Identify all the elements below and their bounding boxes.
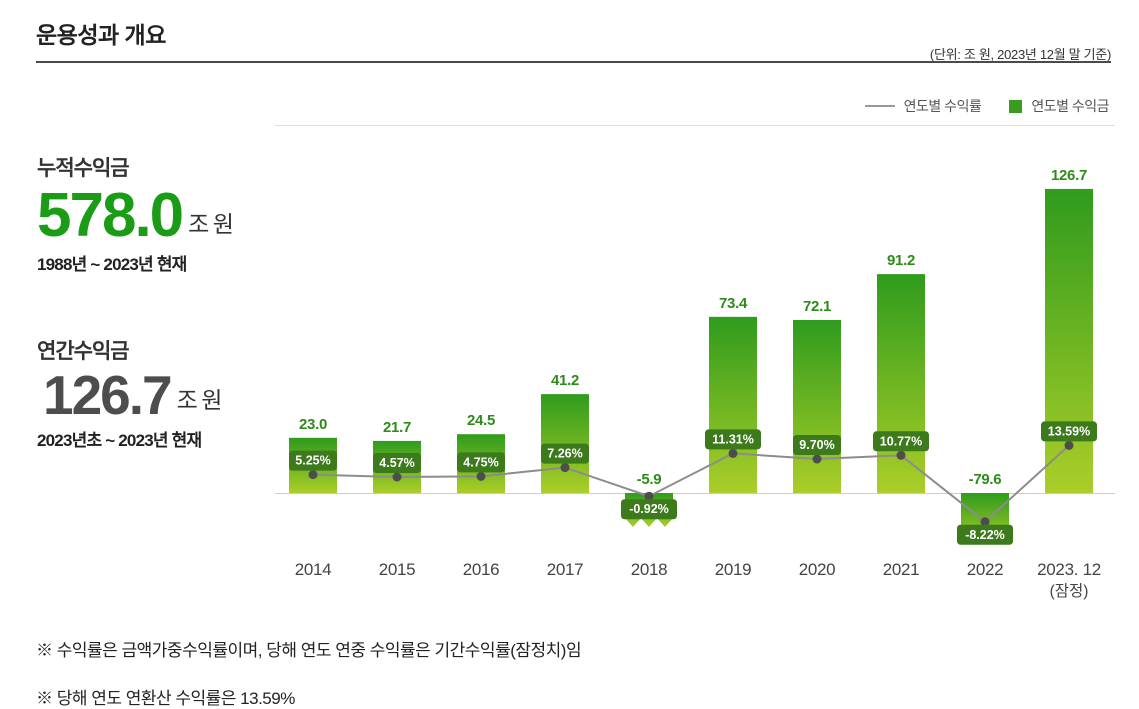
x-label-2018: 2018 [631,560,668,579]
rate-badge-2018 [621,499,677,520]
x-label-2014: 2014 [295,560,332,579]
return-rate-dot-2015 [392,472,402,482]
rate-badge-2023. 12 [1041,421,1097,442]
rate-badge-2022 [957,524,1013,545]
rate-badge-2016 [457,452,505,473]
bar-2020 [793,319,841,493]
annual-profit-unit: 조 원 [176,387,223,414]
page-title: 운용성과 개요 [36,22,166,48]
rate-badge-2015 [373,453,421,474]
cumulative-profit-value-row: 578.0 조 원 [37,181,234,250]
x-label-2015: 2015 [379,560,416,579]
return-rate-dot-2023. 12 [1064,440,1074,450]
legend-label-profit: 연도별 수익금 [1031,98,1109,114]
rate-badge-2014 [289,450,337,471]
cumulative-profit-label: 누적수익금 [37,157,130,180]
rate-badge-label-2020: 9.70% [799,438,834,452]
unit-note: (단위: 조 원, 2023년 12월 말 기준) [929,47,1111,62]
bar-value-label-2015: 21.7 [383,419,411,436]
annual-profit-value-row: 126.7 조 원 [37,364,223,426]
bar-value-label-2022: -79.6 [969,471,1002,488]
return-rate-dot-2019 [728,448,738,458]
x-label-2017: 2017 [547,560,584,579]
x-label-2021: 2021 [883,560,920,579]
x-sublabel-2023. 12: (잠정) [1050,582,1089,600]
bar-2021 [877,274,925,493]
bar-value-label-2017: 41.2 [551,372,579,389]
cumulative-profit-stat: 누적수익금 578.0 조 원 1988년 ~ 2023년 현재 [37,152,234,275]
rate-badge-label-2019: 11.31% [712,432,754,446]
footnotes: ※ 수익률은 금액가중수익률이며, 당해 연도 연중 수익률은 기간수익률(잠정… [36,636,582,709]
rate-badge-label-2016: 4.75% [463,455,498,469]
footnote-1: ※ 수익률은 금액가중수익률이며, 당해 연도 연중 수익률은 기간수익률(잠정… [36,641,582,660]
return-rate-dot-2020 [812,454,822,464]
rate-badge-label-2015: 4.57% [379,456,414,470]
bar-value-label-2018: -5.9 [637,471,662,488]
x-label-2020: 2020 [799,560,836,579]
return-rate-dot-2016 [476,471,486,481]
bar-value-label-2016: 24.5 [467,412,495,429]
performance-chart: 23.0 21.7 24.5 41.2 -5.9 73.4 72.1 91.2 -79.6 126… [275,125,1115,600]
return-rate-dot-2018 [644,491,654,501]
rate-badge-label-2018: -0.92% [629,502,669,516]
return-rate-dot-2014 [308,470,318,480]
rate-badge-label-2022: -8.22% [965,528,1005,542]
annual-profit-period: 2023년초 ~ 2023년 현재 [37,431,202,451]
x-label-2016: 2016 [463,560,500,579]
header-divider [36,61,1111,63]
rate-badge-2020 [793,435,841,456]
legend-item-profit: 연도별 수익금 [1009,96,1109,116]
bar-value-label-2021: 91.2 [887,252,915,269]
rate-badge-label-2023. 12: 13.59% [1048,424,1090,438]
x-label-2022: 2022 [967,560,1004,579]
x-label-2023. 12: 2023. 12 [1037,560,1101,579]
performance-chart-section: 연도별 수익률 연도별 수익금 23.0 21.7 24.5 41.2 -5.9 73.4… [275,93,1115,607]
chart-legend: 연도별 수익률 연도별 수익금 [275,93,1115,119]
cumulative-profit-unit: 조 원 [188,211,234,238]
line-series-icon [864,105,895,107]
return-rate-dot-2022 [980,517,990,527]
rate-badge-label-2021: 10.77% [880,434,922,448]
return-rate-line [312,444,1070,524]
bar-value-label-2019: 73.4 [719,295,748,312]
rate-badge-2019 [705,429,761,450]
footnote-2: ※ 당해 연도 연환산 수익률은 13.59% [36,689,295,708]
legend-label-return-rate: 연도별 수익률 [903,98,982,114]
annual-profit-value: 126.7 [43,364,173,426]
return-rate-dot-2021 [896,450,906,460]
bar-value-label-2020: 72.1 [803,298,831,315]
rate-badge-label-2014: 5.25% [295,454,330,468]
bar-value-label-2023. 12: 126.7 [1051,167,1087,184]
rate-badge-label-2017: 7.26% [547,447,582,461]
rate-badge-2021 [873,431,929,452]
bar-2017 [541,394,589,493]
annual-profit-label: 연간수익금 [37,340,130,363]
bar-series-icon [1009,99,1023,113]
cumulative-profit-value: 578.0 [37,181,184,250]
annual-profit-stat: 연간수익금 126.7 조 원 2023년초 ~ 2023년 현재 [37,335,223,451]
page-header: 운용성과 개요 (단위: 조 원, 2023년 12월 말 기준) [0,0,1139,63]
legend-item-return-rate: 연도별 수익률 [864,96,982,116]
bar-value-label-2014: 23.0 [299,416,327,433]
rate-badge-2017 [541,443,589,464]
x-label-2019: 2019 [715,560,752,579]
bar-2019 [709,316,757,493]
return-rate-dot-2017 [560,463,570,473]
cumulative-profit-period: 1988년 ~ 2023년 현재 [37,255,187,275]
